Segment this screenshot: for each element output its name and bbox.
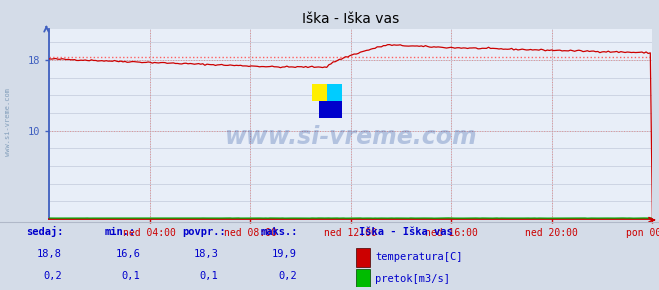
- Text: sedaj:: sedaj:: [26, 226, 64, 237]
- Title: Iška - Iška vas: Iška - Iška vas: [302, 12, 399, 26]
- Text: Iška - Iška vas: Iška - Iška vas: [359, 227, 453, 237]
- Text: 19,9: 19,9: [272, 249, 297, 259]
- Text: 18,3: 18,3: [194, 249, 219, 259]
- Bar: [319, 101, 341, 118]
- Text: maks.:: maks.:: [261, 227, 299, 237]
- Text: pretok[m3/s]: pretok[m3/s]: [375, 274, 450, 284]
- Text: 16,6: 16,6: [115, 249, 140, 259]
- Text: 0,2: 0,2: [43, 271, 62, 281]
- Text: www.si-vreme.com: www.si-vreme.com: [5, 88, 11, 156]
- Bar: [356, 269, 370, 287]
- Text: min.:: min.:: [104, 227, 136, 237]
- Text: 0,1: 0,1: [121, 271, 140, 281]
- Bar: [356, 248, 370, 267]
- Text: www.si-vreme.com: www.si-vreme.com: [225, 125, 477, 149]
- Text: 18,8: 18,8: [37, 249, 62, 259]
- Text: 0,2: 0,2: [278, 271, 297, 281]
- Text: povpr.:: povpr.:: [183, 227, 227, 237]
- Text: 0,1: 0,1: [200, 271, 219, 281]
- Text: temperatura[C]: temperatura[C]: [375, 252, 463, 262]
- Bar: [327, 84, 342, 101]
- Bar: [312, 84, 327, 101]
